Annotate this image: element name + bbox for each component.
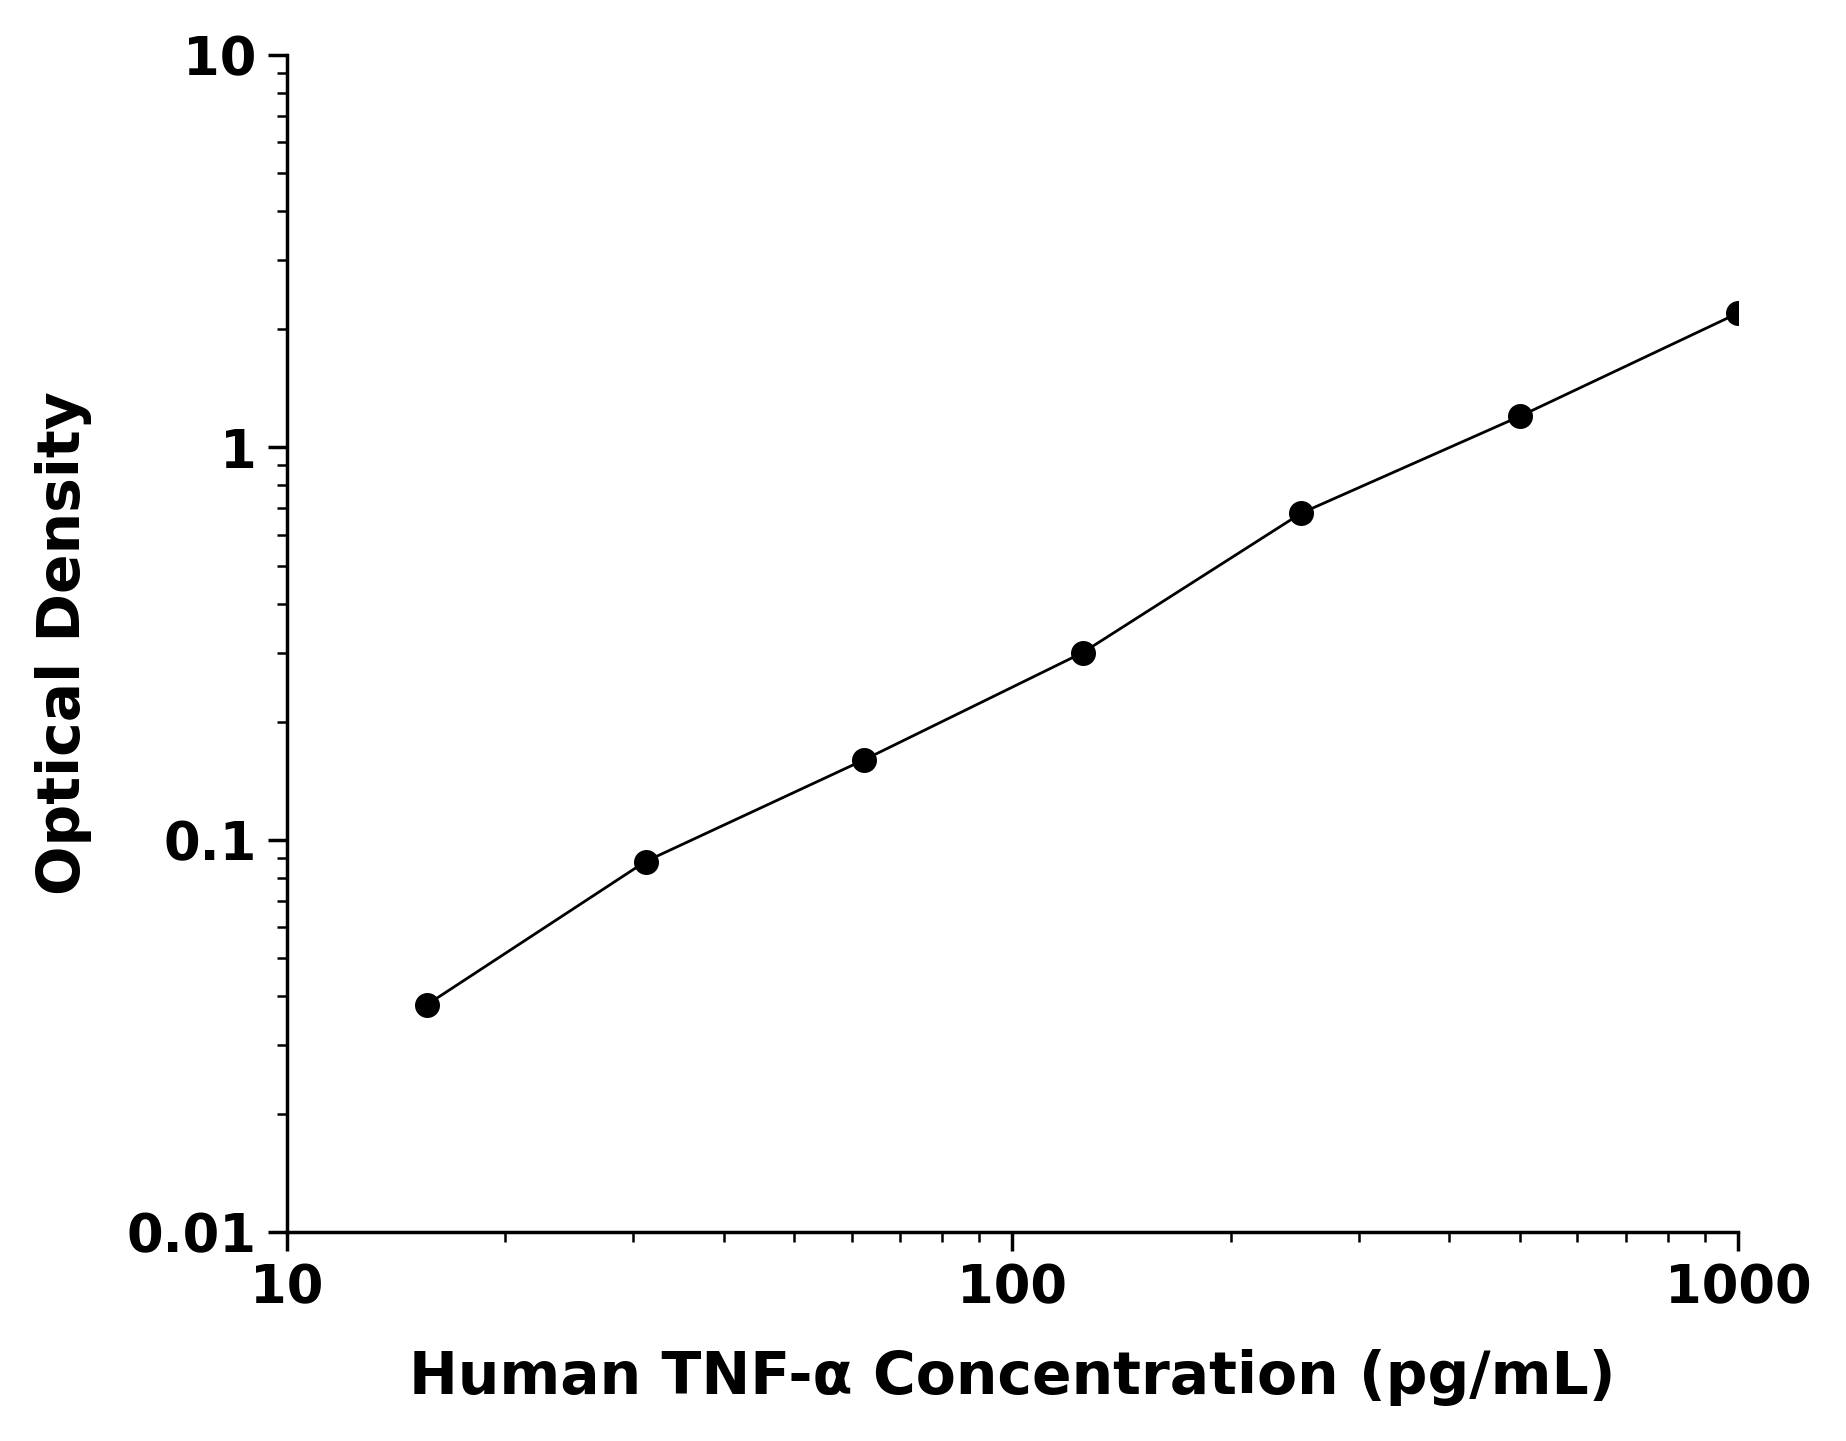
Y-axis label: Optical Density: Optical Density <box>35 392 92 895</box>
X-axis label: Human TNF-α Concentration (pg/mL): Human TNF-α Concentration (pg/mL) <box>410 1349 1615 1406</box>
